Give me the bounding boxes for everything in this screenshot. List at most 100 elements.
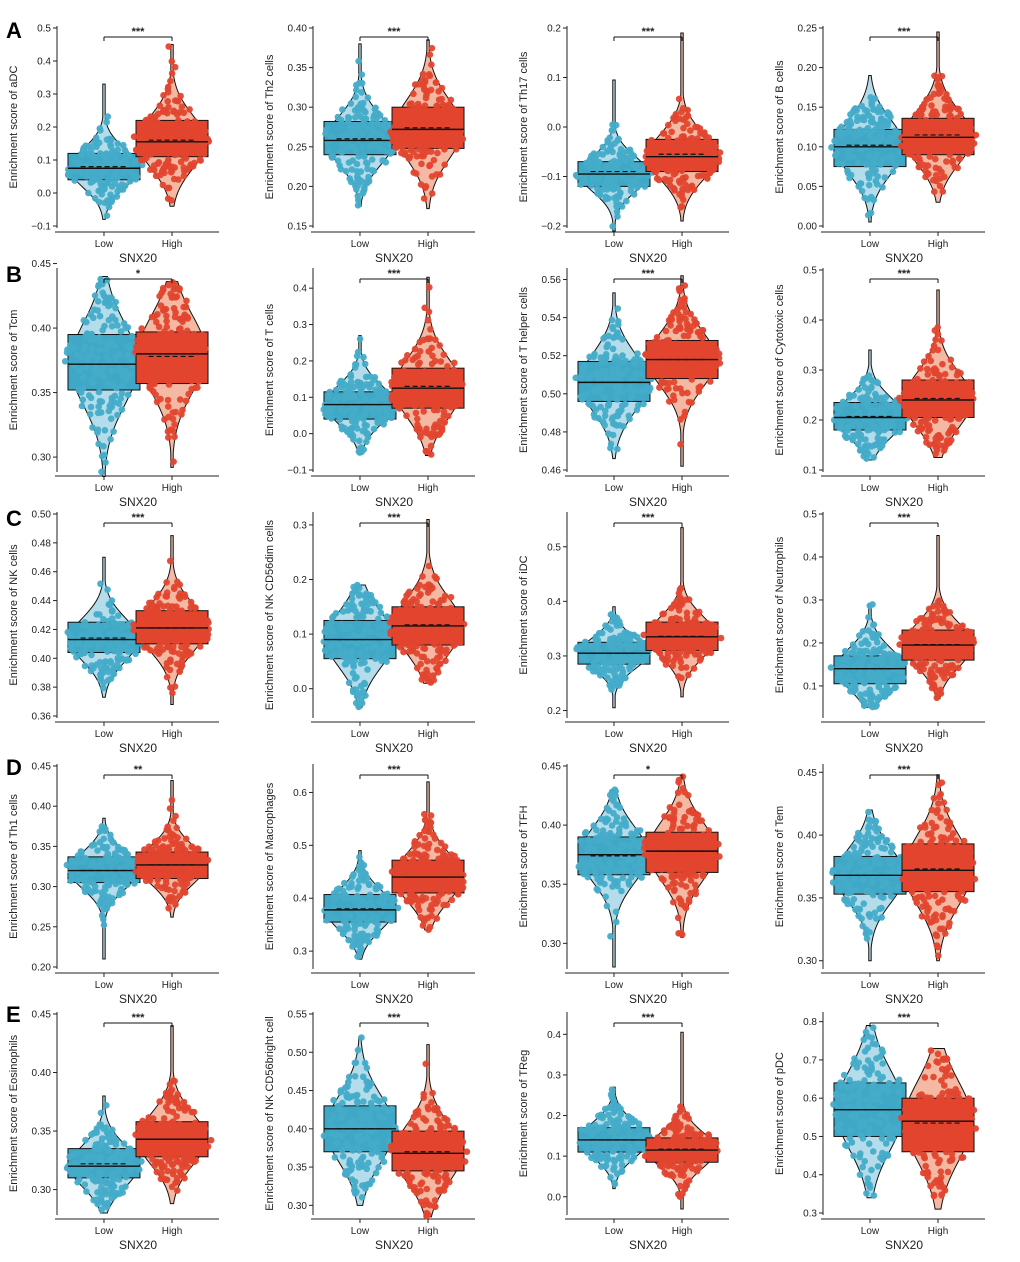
data-point bbox=[862, 637, 869, 644]
data-point bbox=[370, 131, 377, 138]
data-point bbox=[165, 872, 173, 879]
data-point bbox=[83, 172, 90, 180]
data-point bbox=[923, 365, 931, 373]
data-point bbox=[338, 425, 346, 433]
data-point bbox=[94, 298, 102, 305]
data-point bbox=[917, 632, 925, 639]
data-point bbox=[864, 170, 872, 178]
data-point bbox=[170, 817, 177, 824]
data-point bbox=[145, 843, 153, 850]
data-point bbox=[423, 148, 430, 156]
data-point bbox=[92, 170, 99, 177]
data-point bbox=[337, 116, 345, 124]
data-point bbox=[435, 431, 443, 439]
data-point bbox=[587, 372, 595, 379]
data-point bbox=[661, 813, 668, 820]
x-axis-title: SNX20 bbox=[629, 741, 667, 755]
data-point bbox=[174, 97, 182, 105]
data-point bbox=[593, 834, 600, 842]
data-point bbox=[674, 371, 681, 379]
data-point bbox=[198, 331, 206, 339]
data-point bbox=[426, 923, 434, 931]
data-point bbox=[941, 370, 949, 378]
data-point bbox=[626, 415, 633, 423]
data-point bbox=[435, 892, 443, 900]
data-point bbox=[383, 613, 391, 620]
data-point bbox=[600, 865, 607, 872]
data-point bbox=[679, 389, 686, 397]
data-point bbox=[947, 383, 954, 391]
data-point bbox=[440, 351, 448, 359]
data-point bbox=[356, 948, 364, 955]
data-point bbox=[594, 887, 602, 894]
data-point bbox=[161, 850, 169, 857]
data-point bbox=[854, 159, 862, 166]
data-point bbox=[590, 174, 597, 182]
data-point bbox=[175, 593, 183, 601]
data-point bbox=[908, 403, 915, 410]
data-point bbox=[678, 931, 686, 938]
data-point bbox=[601, 394, 609, 402]
y-tick-label: 0.25 bbox=[798, 24, 818, 35]
data-point bbox=[838, 670, 845, 678]
y-tick-label: 0.35 bbox=[32, 842, 52, 853]
data-point bbox=[932, 171, 940, 179]
data-point bbox=[441, 161, 449, 168]
data-point bbox=[604, 177, 611, 184]
data-point bbox=[341, 654, 348, 661]
significance-label: *** bbox=[388, 268, 402, 280]
data-point bbox=[420, 842, 428, 850]
data-point bbox=[679, 773, 687, 780]
data-point bbox=[360, 608, 367, 616]
data-point bbox=[608, 159, 615, 166]
data-point bbox=[699, 630, 706, 637]
data-point bbox=[601, 412, 609, 420]
data-point bbox=[618, 841, 626, 849]
data-point bbox=[683, 609, 691, 617]
data-point bbox=[352, 633, 360, 640]
data-point bbox=[342, 167, 350, 175]
data-point bbox=[587, 838, 594, 846]
data-point bbox=[91, 292, 99, 299]
data-point bbox=[182, 397, 190, 405]
data-point bbox=[377, 609, 385, 617]
data-point bbox=[410, 896, 417, 904]
data-point bbox=[108, 322, 116, 330]
data-point bbox=[339, 608, 347, 615]
data-point bbox=[690, 825, 698, 833]
data-point bbox=[712, 854, 720, 861]
data-point bbox=[164, 396, 172, 404]
data-point bbox=[168, 368, 175, 376]
x-axis-title: SNX20 bbox=[119, 495, 157, 509]
data-point bbox=[367, 608, 375, 615]
data-point bbox=[866, 686, 874, 693]
data-point bbox=[582, 390, 590, 398]
data-point bbox=[600, 335, 607, 342]
data-point bbox=[611, 670, 618, 678]
data-point bbox=[115, 878, 123, 886]
data-point bbox=[167, 684, 174, 691]
data-point bbox=[204, 635, 211, 643]
data-point bbox=[595, 163, 602, 171]
data-point bbox=[421, 304, 429, 312]
data-point bbox=[572, 374, 579, 382]
data-point bbox=[432, 336, 439, 344]
data-point bbox=[955, 656, 962, 664]
data-point bbox=[125, 656, 133, 664]
data-point bbox=[597, 403, 604, 411]
data-point bbox=[413, 885, 421, 893]
data-point bbox=[353, 81, 360, 89]
data-point bbox=[321, 647, 329, 654]
data-point bbox=[682, 904, 690, 912]
data-point bbox=[156, 102, 164, 109]
data-point bbox=[431, 573, 439, 580]
data-point bbox=[104, 113, 112, 120]
data-point bbox=[97, 580, 104, 588]
data-point bbox=[844, 657, 852, 664]
data-point bbox=[176, 668, 183, 675]
data-point bbox=[907, 151, 915, 158]
data-point bbox=[379, 122, 386, 129]
data-point bbox=[586, 401, 594, 409]
data-point bbox=[169, 361, 176, 369]
